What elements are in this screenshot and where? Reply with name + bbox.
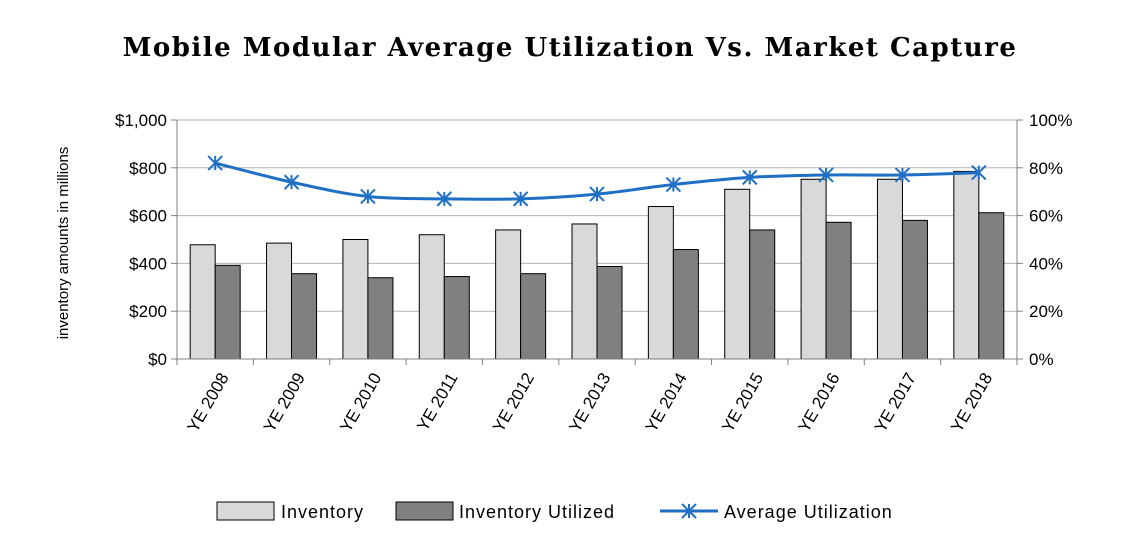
utilization-point: [665, 176, 682, 193]
bar-inventory: [495, 229, 522, 360]
utilization-point: [894, 167, 911, 183]
bar-inventory-utilized: [596, 266, 623, 360]
x-tick-label: YE 2009: [260, 370, 309, 436]
x-tick-label: YE 2008: [184, 370, 233, 436]
legend-label-average-utilization: Average Utilization: [724, 502, 893, 522]
bar-inventory-utilized: [901, 219, 928, 360]
bar-inventory: [647, 206, 674, 360]
bar-inventory-utilized: [520, 273, 547, 360]
utilization-point: [207, 155, 223, 171]
legend-swatch-utilization-marker: [681, 503, 697, 519]
y2-tick-label: 40%: [1029, 254, 1063, 273]
bar-inventory: [724, 188, 751, 360]
x-tick-label: YE 2018: [947, 369, 996, 435]
bar-inventory: [418, 234, 445, 360]
utilization-point: [818, 167, 834, 183]
bar-inventory-utilized: [825, 221, 852, 360]
utilization-line: [207, 155, 987, 207]
y-tick-label: $1,000: [115, 111, 167, 130]
y-axis-label: inventory amounts in millions: [55, 147, 72, 340]
utilization-point: [589, 186, 605, 202]
y2-tick-label: 60%: [1029, 207, 1063, 226]
legend: Inventory Inventory Utilized Average Utili…: [216, 501, 893, 522]
y-tick-label: $800: [129, 159, 167, 178]
bar-inventory-utilized: [749, 229, 776, 360]
bar-inventory-utilized: [443, 276, 470, 360]
x-tick-label: YE 2011: [413, 369, 461, 434]
x-tick-label: YE 2010: [336, 370, 385, 436]
bar-inventory-utilized: [291, 273, 318, 360]
y2-tick-label: 20%: [1029, 302, 1063, 321]
y-tick-label: $200: [129, 302, 167, 321]
axes: [171, 119, 1023, 365]
bar-inventory-utilized: [672, 249, 699, 360]
y2-tick-label: 80%: [1029, 159, 1063, 178]
utilization-point: [971, 164, 987, 181]
x-tick-label: YE 2015: [718, 370, 767, 436]
bar-inventory-utilized: [978, 212, 1005, 360]
bar-inventory: [800, 178, 827, 360]
chart-title: Mobile Modular Average Utilization Vs. M…: [123, 33, 1018, 63]
bar-inventory: [876, 178, 903, 360]
x-tick-label: YE 2014: [642, 370, 691, 436]
bar-inventory: [189, 244, 216, 360]
bar-inventory-utilized: [214, 264, 241, 360]
utilization-point: [360, 188, 376, 205]
utilization-point: [436, 191, 452, 207]
x-tick-label: YE 2013: [565, 370, 614, 436]
bar-inventory: [571, 223, 598, 360]
bar-inventory: [953, 170, 980, 360]
bar-inventory: [342, 239, 369, 360]
x-tick-label: YE 2017: [871, 370, 920, 436]
bar-inventory: [266, 242, 293, 360]
bars: [189, 170, 1005, 360]
legend-label-inventory: Inventory: [281, 502, 364, 522]
x-tick-label: YE 2016: [794, 370, 843, 436]
y-tick-label: $0: [148, 350, 167, 369]
bar-inventory-utilized: [367, 277, 394, 360]
legend-label-inventory-utilized: Inventory Utilized: [459, 502, 615, 522]
y-tick-label: $400: [129, 254, 167, 273]
utilization-point: [283, 174, 300, 190]
y2-tick-label: 100%: [1029, 111, 1072, 130]
legend-swatch-inventory: [216, 501, 275, 521]
y2-tick-label: 0%: [1029, 350, 1054, 369]
utilization-point: [742, 169, 758, 186]
x-tick-label: YE 2012: [489, 370, 538, 436]
utilization-point: [512, 191, 529, 207]
y-tick-label: $600: [129, 207, 167, 226]
legend-swatch-inventory-utilized: [395, 501, 454, 521]
